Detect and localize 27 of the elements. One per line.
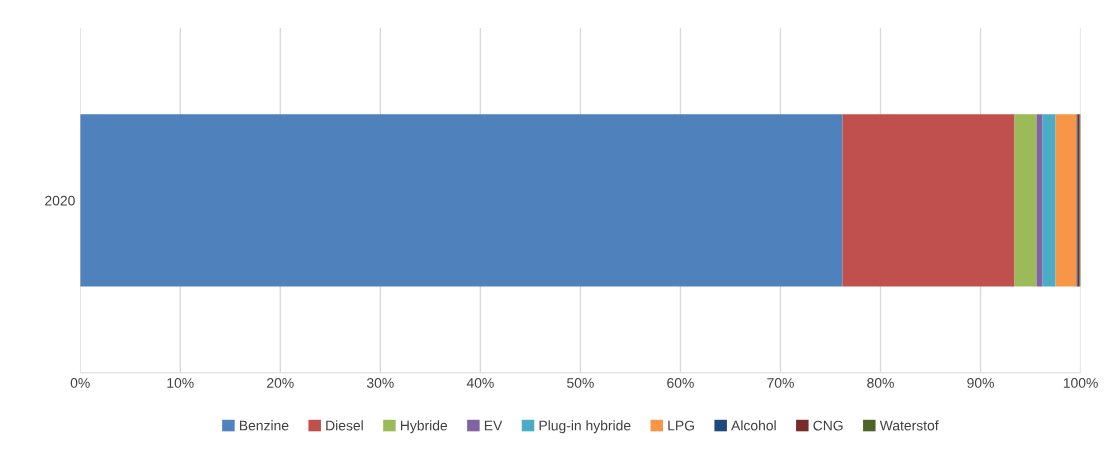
x-tick-label: 30%: [366, 378, 394, 388]
x-tick-label: 90%: [967, 378, 994, 388]
legend-label: Hybride: [400, 420, 448, 434]
y-tick-label: 2020: [45, 195, 75, 206]
legend-label: Benzine: [239, 420, 289, 431]
legend-label: LPG: [668, 420, 694, 431]
bar: [80, 114, 843, 287]
bar: [1055, 114, 1077, 287]
legend-label: CNG: [813, 420, 843, 431]
x-tick-label: 40%: [466, 378, 494, 388]
bar: [842, 114, 1015, 287]
x-tick-label: 0%: [70, 378, 90, 388]
x-tick-label: 80%: [867, 378, 894, 388]
legend-label: EV: [484, 420, 503, 431]
x-tick-label: 100%: [1063, 378, 1098, 388]
bar: [1036, 114, 1043, 287]
x-tick-label: 70%: [767, 378, 794, 388]
bar: [1014, 114, 1037, 287]
legend-label: Waterstof: [879, 420, 939, 431]
x-tick-label: 10%: [167, 378, 194, 388]
x-tick-label: 20%: [267, 378, 294, 388]
legend-label: Alcohol: [731, 420, 776, 431]
legend-label: Diesel: [326, 420, 363, 431]
legend-label: Plug-in hybride: [539, 420, 631, 434]
x-tick-label: 50%: [567, 378, 594, 388]
x-tick-label: 60%: [667, 378, 694, 388]
bar: [1042, 114, 1056, 287]
